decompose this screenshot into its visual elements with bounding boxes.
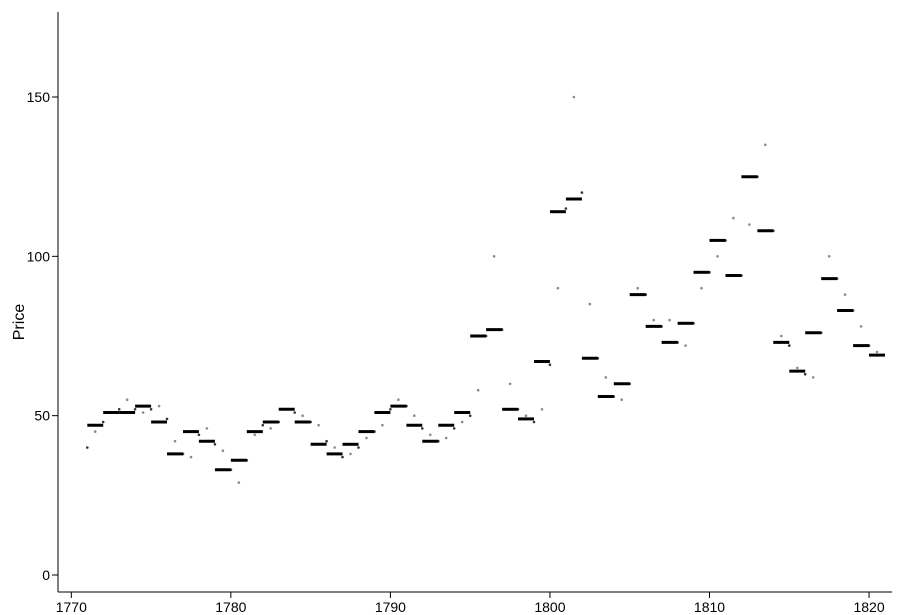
y-axis-title: Price (11, 304, 28, 341)
x-tick-label: 1810 (694, 599, 725, 615)
price-point (381, 423, 384, 427)
price-point (149, 408, 153, 411)
price-point (780, 334, 783, 338)
price-point (125, 398, 129, 402)
price-point (421, 427, 424, 430)
price-point (532, 420, 536, 424)
price-point (141, 411, 145, 414)
price-point (221, 449, 225, 453)
price-point (349, 452, 352, 456)
price-point (101, 420, 105, 424)
price-point (357, 446, 360, 449)
price-point (429, 433, 432, 437)
price-point (213, 443, 217, 446)
price-point (389, 408, 392, 411)
y-tick-label: 100 (27, 248, 51, 264)
price-point (341, 455, 344, 459)
price-point (588, 302, 592, 306)
price-point (333, 446, 336, 449)
x-tick-label: 1780 (215, 599, 246, 615)
price-point (748, 223, 751, 226)
price-point (764, 143, 767, 147)
price-point (875, 350, 879, 354)
price-point (173, 439, 177, 443)
price-point (732, 216, 735, 220)
price-point (269, 427, 273, 430)
price-point (293, 411, 297, 414)
price-point (476, 388, 480, 392)
price-point (524, 414, 528, 418)
price-point (540, 408, 544, 411)
price-point (317, 423, 320, 427)
price-point (636, 286, 639, 290)
price-point (684, 344, 687, 347)
price-point (301, 414, 304, 418)
price-point (460, 420, 464, 424)
x-tick-label: 1800 (534, 599, 565, 615)
price-point (117, 408, 121, 411)
price-point (788, 344, 791, 347)
price-point (556, 286, 560, 290)
y-axis-ticks: 0 50 100 150 (27, 89, 58, 583)
price-point (652, 318, 655, 322)
price-point (803, 372, 807, 376)
price-point (397, 398, 400, 402)
price-point (843, 293, 847, 296)
price-point (452, 427, 456, 430)
y-tick-label: 150 (27, 89, 51, 105)
points-layer (86, 95, 879, 484)
x-axis-ticks: 1770 1780 1790 1800 1810 1820 (56, 592, 885, 615)
price-point (413, 414, 416, 418)
x-tick-label: 1770 (56, 599, 87, 615)
x-tick-label: 1820 (853, 599, 884, 615)
price-point (700, 286, 703, 290)
price-point (859, 325, 863, 328)
x-tick-label: 1790 (375, 599, 406, 615)
price-point (548, 363, 552, 367)
price-point (253, 433, 257, 437)
price-point (564, 207, 568, 210)
price-point (365, 436, 368, 440)
price-point (197, 433, 201, 437)
price-point (205, 427, 209, 430)
price-point (796, 366, 799, 370)
price-point (86, 446, 89, 449)
axes: 1770 1780 1790 1800 1810 1820 0 50 100 150 Price (11, 12, 892, 615)
price-point (93, 430, 97, 433)
price-point (492, 254, 496, 258)
price-point (811, 376, 815, 379)
price-point (620, 398, 623, 402)
price-point (716, 254, 719, 258)
annual-means-layer (87, 175, 885, 472)
price-point (572, 95, 576, 99)
price-point (668, 318, 671, 322)
y-tick-label: 50 (34, 408, 50, 424)
price-point (157, 404, 161, 408)
price-point (133, 408, 137, 411)
price-point (604, 376, 608, 379)
price-point (827, 254, 831, 258)
y-tick-label: 0 (42, 567, 50, 583)
price-point (580, 191, 584, 194)
price-point (237, 481, 241, 484)
price-point (444, 436, 448, 440)
price-point (468, 414, 472, 418)
price-point (325, 439, 328, 443)
price-point (261, 423, 265, 427)
price-point (508, 382, 512, 386)
price-point (165, 417, 169, 421)
price-point (189, 455, 193, 459)
